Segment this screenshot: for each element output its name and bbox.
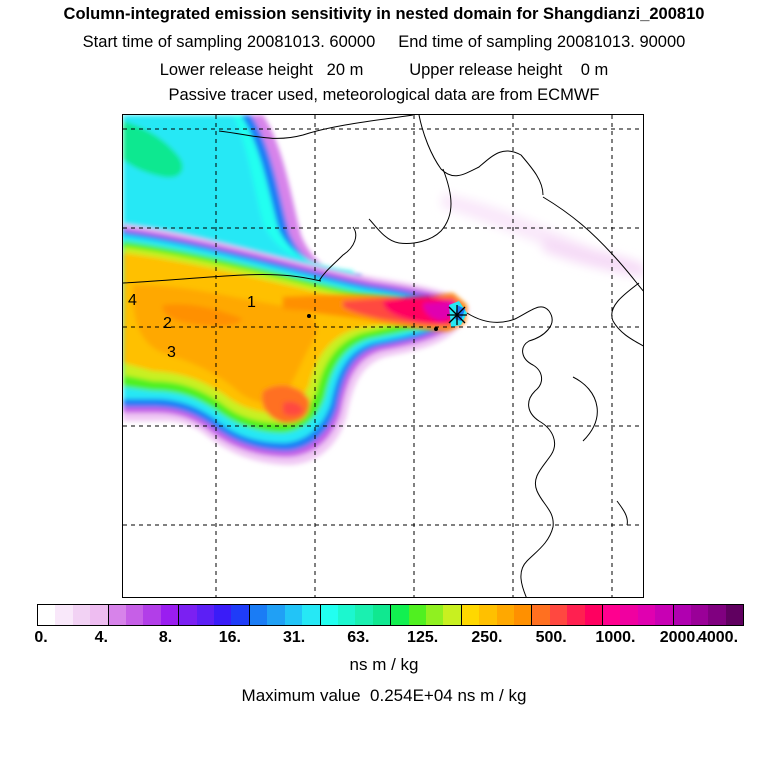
colorbar-swatch xyxy=(302,605,321,625)
sensitivity-map: 1 2 3 4 xyxy=(122,114,644,598)
colorbar-swatch xyxy=(391,605,409,625)
region-label-4: 4 xyxy=(128,292,137,309)
colorbar-tick-label: 31. xyxy=(282,629,306,646)
colorbar-swatch xyxy=(337,605,356,625)
colorbar-swatch xyxy=(708,605,726,625)
colorbar-tick-label: 4000. xyxy=(697,629,739,646)
release-height-line: Lower release height 20 m Upper release … xyxy=(159,61,609,79)
colorbar xyxy=(37,604,744,626)
city-dot xyxy=(434,327,438,331)
region-label-1: 1 xyxy=(247,294,256,311)
colorbar-swatch xyxy=(372,605,392,625)
graticule xyxy=(123,115,643,597)
colorbar-tick-label: 16. xyxy=(218,629,241,646)
colorbar-tick-label: 2000. xyxy=(659,629,700,646)
colorbar-swatch xyxy=(267,605,285,625)
colorbar-swatch xyxy=(673,605,692,625)
colorbar-tick-labels: 0. 4. 8. 16. 31. 63. 125. 250. 500. 1000. 2000. 400… xyxy=(0,629,768,649)
colorbar-tick-label: 4. xyxy=(94,629,108,646)
city-dot xyxy=(307,314,311,318)
colorbar-swatch xyxy=(143,605,161,625)
colorbar-swatch xyxy=(620,605,638,625)
colorbar-swatch xyxy=(214,605,232,625)
colorbar-swatch xyxy=(549,605,568,625)
colorbar-swatch xyxy=(196,605,215,625)
colorbar-swatch xyxy=(443,605,462,625)
colorbar-swatch xyxy=(725,605,743,625)
colorbar-swatch xyxy=(108,605,127,625)
asterisk-icon xyxy=(447,305,467,325)
colorbar-swatch xyxy=(355,605,373,625)
colorbar-swatch xyxy=(408,605,426,625)
region-label-2: 2 xyxy=(163,315,172,332)
colorbar-unit: ns m / kg xyxy=(349,655,419,674)
colorbar-swatch xyxy=(532,605,550,625)
colorbar-swatch xyxy=(567,605,585,625)
tracer-info-line: Passive tracer used, meteorological data… xyxy=(168,86,600,104)
colorbar-swatch xyxy=(603,605,621,625)
colorbar-tick-label: 250. xyxy=(471,629,503,646)
colorbar-swatch xyxy=(55,605,73,625)
maximum-value-text: Maximum value 0.254E+04 ns m / kg xyxy=(241,686,527,705)
colorbar-swatch xyxy=(320,605,338,625)
colorbar-tick-label: 63. xyxy=(347,629,370,646)
colorbar-swatch xyxy=(249,605,268,625)
colorbar-tick-label: 8. xyxy=(158,629,173,646)
sampling-time-line: Start time of sampling 20081013. 60000 E… xyxy=(82,33,686,51)
colorbar-swatch xyxy=(513,605,533,625)
colorbar-swatch xyxy=(637,605,656,625)
coastlines xyxy=(123,115,643,597)
region-label-3: 3 xyxy=(167,344,176,361)
colorbar-swatch xyxy=(179,605,197,625)
colorbar-tick-label: 500. xyxy=(535,629,567,646)
colorbar-tick-label: 0. xyxy=(34,629,48,646)
colorbar-swatch xyxy=(425,605,444,625)
colorbar-swatch xyxy=(284,605,303,625)
colorbar-swatch xyxy=(496,605,514,625)
colorbar-swatch xyxy=(160,605,180,625)
colorbar-swatch xyxy=(691,605,709,625)
colorbar-swatch xyxy=(38,605,56,625)
hot-streak xyxy=(283,293,467,331)
faint-plume-east xyxy=(441,193,643,277)
colorbar-swatch xyxy=(655,605,674,625)
colorbar-swatch xyxy=(479,605,497,625)
colorbar-swatch xyxy=(584,605,603,625)
colorbar-swatch xyxy=(126,605,144,625)
map-canvas: 1 2 3 4 xyxy=(123,115,643,597)
colorbar-tick-label: 125. xyxy=(407,629,439,646)
chart-title: Column-integrated emission sensitivity i… xyxy=(63,5,705,23)
main-plume xyxy=(123,223,469,465)
colorbar-swatch xyxy=(461,605,480,625)
colorbar-tick-label: 1000. xyxy=(595,629,636,646)
colorbar-swatch xyxy=(90,605,109,625)
colorbar-swatch xyxy=(231,605,250,625)
colorbar-swatch xyxy=(72,605,91,625)
